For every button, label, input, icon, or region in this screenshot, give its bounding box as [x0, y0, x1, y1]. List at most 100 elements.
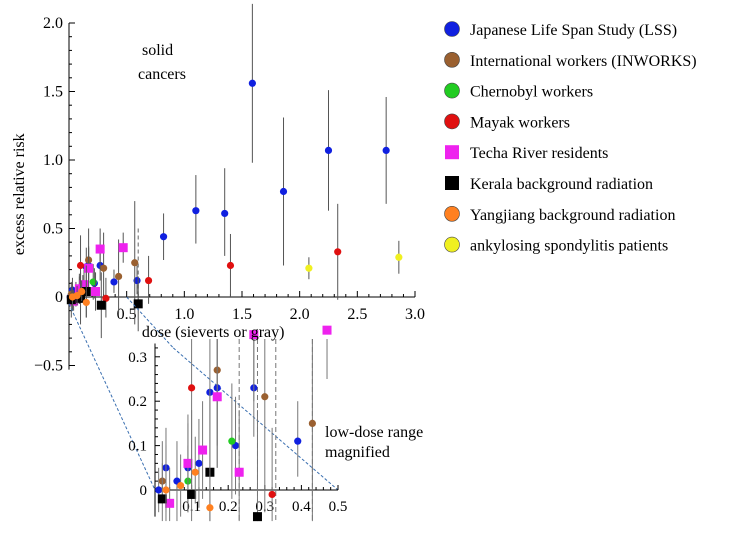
- annotation-cancers: cancers: [138, 66, 186, 83]
- legend-swatch-square: [445, 145, 459, 160]
- legend-swatch: [444, 113, 460, 130]
- data-point: [110, 278, 118, 286]
- data-point: [334, 248, 342, 256]
- legend-swatch: [444, 206, 460, 222]
- data-point-square: [133, 299, 143, 309]
- x-tick-label: 2.5: [347, 306, 367, 323]
- inset-data-point: [188, 384, 196, 392]
- annotation-solid: solid: [142, 42, 173, 59]
- data-point: [279, 187, 288, 196]
- legend-entry: Mayak workers: [470, 114, 570, 131]
- inset-data-point: [294, 437, 302, 445]
- data-point-square: [96, 300, 106, 310]
- inset-data-point: [261, 393, 269, 401]
- inset-y-tick-label: 0.2: [128, 394, 147, 410]
- data-point-square: [84, 263, 94, 273]
- inset-y-tick-label: 0.3: [128, 350, 147, 366]
- inset-data-point-square: [322, 325, 332, 335]
- inset-x-tick-label: 0.4: [292, 499, 311, 515]
- inset-data-point-square: [212, 392, 222, 402]
- inset-y-tick-label: 0.1: [128, 439, 147, 455]
- data-point-square: [76, 293, 86, 303]
- data-point: [131, 259, 139, 267]
- data-point: [159, 233, 168, 241]
- legend: Japanese Life Span Study (LSS) Internatio…: [444, 21, 697, 255]
- data-point-square: [118, 243, 128, 253]
- x-tick-label: 1.0: [174, 306, 194, 323]
- data-point: [99, 264, 108, 272]
- inset-data-point: [308, 419, 316, 427]
- data-point: [226, 261, 235, 270]
- inset-data-point-square: [234, 467, 244, 477]
- inset-y-tick-label: 0: [140, 483, 148, 499]
- y-tick-label: −0.5: [34, 358, 63, 375]
- data-point: [82, 298, 90, 307]
- inset-data-point-square: [249, 330, 259, 340]
- data-point: [305, 264, 313, 272]
- inset-data-point-square: [157, 494, 167, 504]
- y-tick-label: 2.0: [43, 15, 63, 32]
- legend-entry: Japanese Life Span Study (LSS): [470, 22, 677, 39]
- legend-swatch: [444, 21, 460, 37]
- legend-entry: Techa River residents: [470, 145, 608, 162]
- legend-entry: International workers (INWORKS): [470, 53, 697, 70]
- data-point: [382, 146, 390, 155]
- data-point: [73, 292, 81, 300]
- legend-swatch-square: [445, 176, 459, 190]
- inset-data-point-square: [165, 498, 175, 508]
- inset-data-point-square: [183, 458, 193, 468]
- data-point: [324, 146, 333, 155]
- y-tick-label: 0: [55, 289, 63, 306]
- legend-swatch: [444, 51, 460, 68]
- main-plot: −0.5 0 0.5 1.0 1.5 2.0 0.5 1.0 1.5 2.0 2.5 3.0: [34, 3, 425, 375]
- data-point: [76, 261, 85, 270]
- inset-x-tick-label: 0.2: [219, 499, 238, 515]
- inset-annotation-line2: magnified: [325, 444, 390, 461]
- data-point: [102, 294, 110, 302]
- inset-x-tick-label: 0.5: [329, 499, 348, 515]
- zoom-guide-line: [172, 347, 339, 491]
- data-point: [248, 79, 256, 87]
- inset-data-point-square: [187, 489, 197, 499]
- x-axis-label: dose (sieverts or gray): [142, 324, 285, 341]
- x-tick-label: 3.0: [405, 306, 425, 323]
- legend-entry: ankylosing spondylitis patients: [470, 238, 668, 255]
- x-tick-label: 0.5: [117, 306, 137, 323]
- legend-entry: Kerala background radiation: [470, 176, 653, 193]
- x-tick-label: 2.0: [290, 306, 310, 323]
- data-point: [114, 272, 123, 281]
- y-tick-label: 0.5: [43, 221, 63, 238]
- inset-data-point: [155, 486, 163, 494]
- inset-data-point: [195, 459, 203, 467]
- inset-data-point: [162, 486, 170, 494]
- zoom-guide-line: [126, 296, 174, 349]
- data-point: [192, 207, 200, 215]
- inset-data-point-square: [198, 445, 208, 455]
- text-layer: dose (sieverts or gray) excess relative r…: [11, 42, 284, 341]
- inset-annotation-line1: low-dose range: [325, 424, 423, 441]
- data-point: [144, 276, 153, 285]
- y-axis-label: excess relative risk: [11, 133, 28, 255]
- data-point-square: [79, 280, 89, 290]
- inset-background: [156, 343, 339, 517]
- inset-data-point: [191, 468, 199, 476]
- inset-data-point: [228, 437, 236, 445]
- legend-entry: Yangjiang background radiation: [470, 207, 675, 224]
- y-tick-label: 1.0: [43, 152, 63, 169]
- y-tick-label: 1.5: [43, 84, 63, 101]
- data-point: [89, 278, 97, 286]
- inset-data-point: [177, 481, 185, 490]
- x-tick-label: 1.5: [232, 306, 252, 323]
- data-point-square: [95, 244, 105, 254]
- inset-data-point: [268, 490, 276, 499]
- data-point: [221, 209, 229, 218]
- data-point: [395, 253, 403, 261]
- legend-swatch: [444, 236, 460, 253]
- data-point: [133, 276, 141, 285]
- legend-entry: Chernobyl workers: [470, 84, 593, 101]
- data-point: [78, 287, 86, 296]
- inset-data-point-square: [252, 512, 262, 522]
- inset-data-point: [206, 504, 214, 512]
